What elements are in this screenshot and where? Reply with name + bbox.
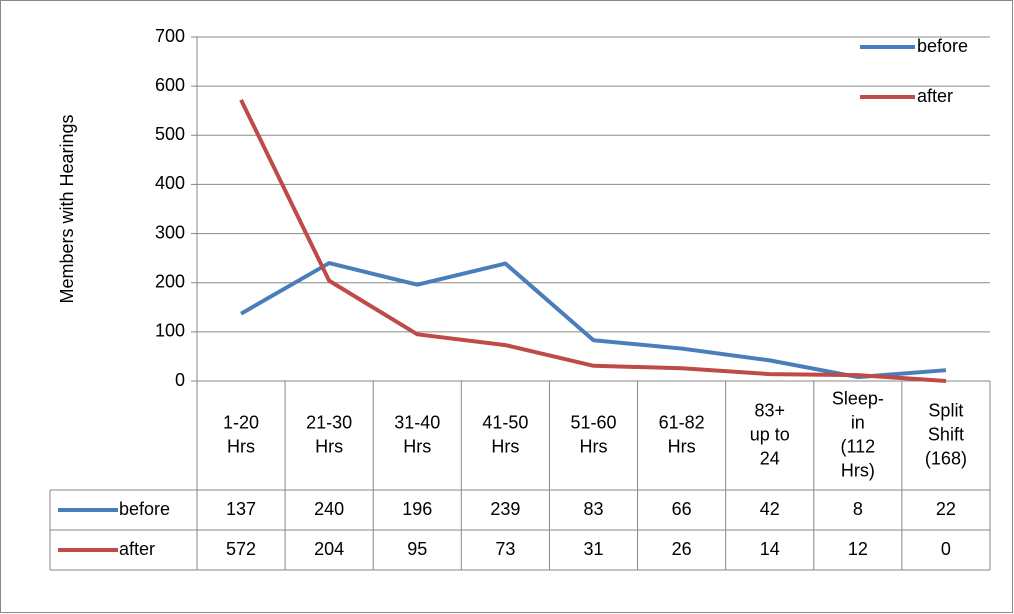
table-cell: 22 xyxy=(936,499,956,519)
table-cell: 137 xyxy=(226,499,256,519)
legend-label: before xyxy=(917,36,968,56)
x-tick-label: 61-82 Hrs xyxy=(659,412,705,456)
table-cell: 0 xyxy=(941,539,951,559)
table-cell: 14 xyxy=(760,539,780,559)
legend-label: after xyxy=(917,86,953,106)
y-tick-label: 600 xyxy=(155,75,185,95)
x-tick-label: 41-50 Hrs xyxy=(482,412,528,456)
x-tick-label: Split Shift (168) xyxy=(925,400,967,468)
table-cell: 240 xyxy=(314,499,344,519)
table-row-label: before xyxy=(119,499,170,519)
y-tick-label: 300 xyxy=(155,222,185,242)
table-cell: 73 xyxy=(495,539,515,559)
x-tick-label: 21-30 Hrs xyxy=(306,412,352,456)
table-cell: 196 xyxy=(402,499,432,519)
x-tick-label: Sleep-in (112 Hrs) xyxy=(832,388,884,480)
line-series xyxy=(240,261,947,380)
y-tick-label: 200 xyxy=(155,271,185,291)
y-tick-label: 100 xyxy=(155,321,185,341)
table-cell: 239 xyxy=(490,499,520,519)
table-cell: 572 xyxy=(226,539,256,559)
table-cell: 31 xyxy=(583,539,603,559)
line-series xyxy=(239,99,947,383)
x-tick-label: 83+ up to 24 xyxy=(750,400,790,468)
y-tick-label: 400 xyxy=(155,173,185,193)
table-cell: 204 xyxy=(314,539,344,559)
table-row-label: after xyxy=(119,539,155,559)
table-cell: 83 xyxy=(583,499,603,519)
y-tick-label: 0 xyxy=(175,370,185,390)
x-tick-label: 31-40 Hrs xyxy=(394,412,440,456)
x-tick-label: 1-20 Hrs xyxy=(223,412,259,456)
table-cell: 8 xyxy=(853,499,863,519)
x-tick-label: 51-60 Hrs xyxy=(570,412,616,456)
y-axis-label: Members with Hearings xyxy=(57,114,77,303)
table-cell: 95 xyxy=(407,539,427,559)
table-cell: 42 xyxy=(760,499,780,519)
y-tick-label: 700 xyxy=(155,26,185,46)
table-cell: 26 xyxy=(672,539,692,559)
y-tick-label: 500 xyxy=(155,124,185,144)
table-cell: 66 xyxy=(672,499,692,519)
table-cell: 12 xyxy=(848,539,868,559)
